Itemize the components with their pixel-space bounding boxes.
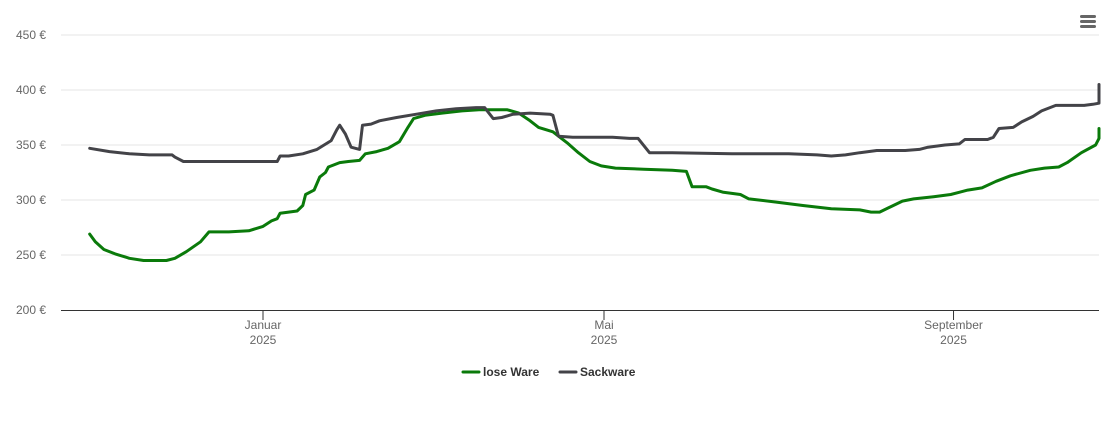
legend-item-lose-ware[interactable]: lose Ware	[461, 365, 540, 379]
y-tick-label: 200 €	[16, 303, 46, 317]
x-tick-label-year: 2025	[250, 333, 277, 347]
y-tick-label: 350 €	[16, 138, 46, 152]
y-tick-label: 400 €	[16, 83, 46, 97]
legend[interactable]: lose Ware Sackware	[461, 365, 636, 379]
grid-lines	[61, 34, 1099, 256]
x-tick-label-month: Mai	[594, 318, 613, 332]
legend-item-sackware[interactable]: Sackware	[558, 365, 636, 379]
x-tick-label-year: 2025	[940, 333, 967, 347]
series-line-sackware[interactable]	[88, 83, 1101, 163]
series-lines	[88, 83, 1101, 262]
y-tick-label: 250 €	[16, 248, 46, 262]
hamburger-menu-icon[interactable]	[1078, 12, 1098, 32]
y-tick-label: 300 €	[16, 193, 46, 207]
series-line-lose-ware[interactable]	[88, 108, 1101, 262]
x-tick-label-month: September	[924, 318, 983, 332]
y-tick-label: 450 €	[16, 28, 46, 42]
legend-label: Sackware	[580, 365, 636, 379]
y-axis: 200 € 250 € 300 € 350 € 400 € 450 €	[16, 28, 46, 317]
x-tick-label-year: 2025	[591, 333, 618, 347]
x-tick-label-month: Januar	[245, 318, 282, 332]
legend-label: lose Ware	[483, 365, 540, 379]
